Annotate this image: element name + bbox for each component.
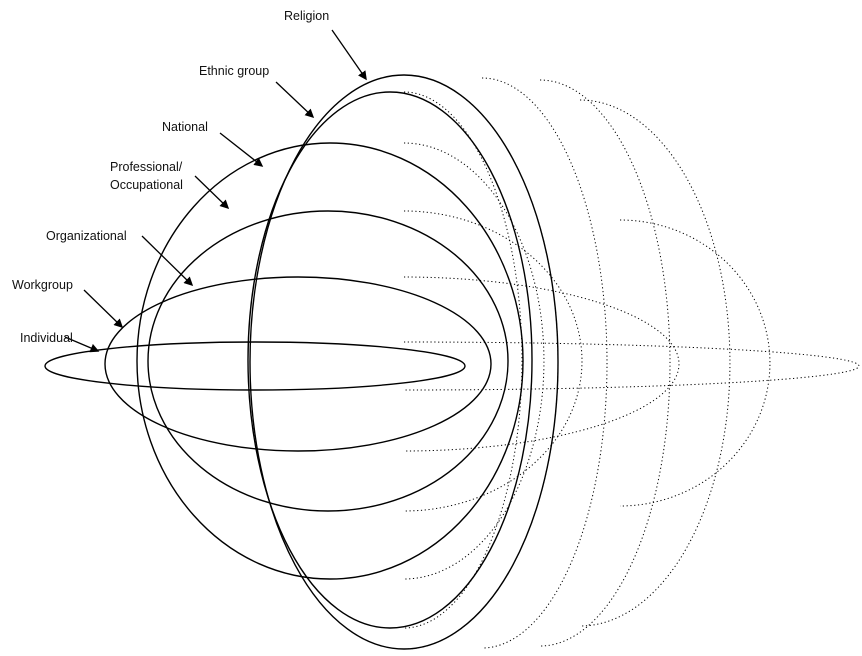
- label-individual: Individual: [20, 331, 73, 345]
- ellipse-national: [137, 143, 523, 579]
- arrow-workgroup: [84, 290, 122, 327]
- dotted-arc-w3: [580, 100, 730, 626]
- arrow-ethnic-group: [276, 82, 313, 117]
- dotted-arc-w4: [620, 220, 770, 506]
- dotted-arc-organizational: [404, 277, 679, 451]
- label-religion: Religion: [284, 9, 329, 23]
- dotted-arc-w1: [540, 80, 670, 646]
- layer-labels: Religion Ethnic group National Professio…: [12, 9, 329, 345]
- dotted-arc-w2: [482, 78, 607, 648]
- label-workgroup: Workgroup: [12, 278, 73, 292]
- dotted-arc-ethnic: [404, 92, 522, 628]
- dotted-back-halves: [404, 75, 859, 649]
- label-professional: Professional/: [110, 160, 183, 174]
- dotted-arc-religion: [404, 75, 558, 649]
- label-ethnic-group: Ethnic group: [199, 64, 269, 78]
- label-organizational: Organizational: [46, 229, 127, 243]
- dotted-arc-professional: [404, 211, 582, 511]
- ellipse-professional: [148, 211, 508, 511]
- ellipse-individual: [45, 342, 465, 390]
- label-occupational: Occupational: [110, 178, 183, 192]
- arrow-national: [220, 133, 262, 166]
- label-national: National: [162, 120, 208, 134]
- dotted-arc-individual: [404, 342, 859, 390]
- arrow-religion: [332, 30, 366, 79]
- ellipse-ethnic-group: [248, 92, 532, 628]
- ellipse-organizational: [105, 277, 491, 451]
- arrow-professional: [195, 176, 228, 208]
